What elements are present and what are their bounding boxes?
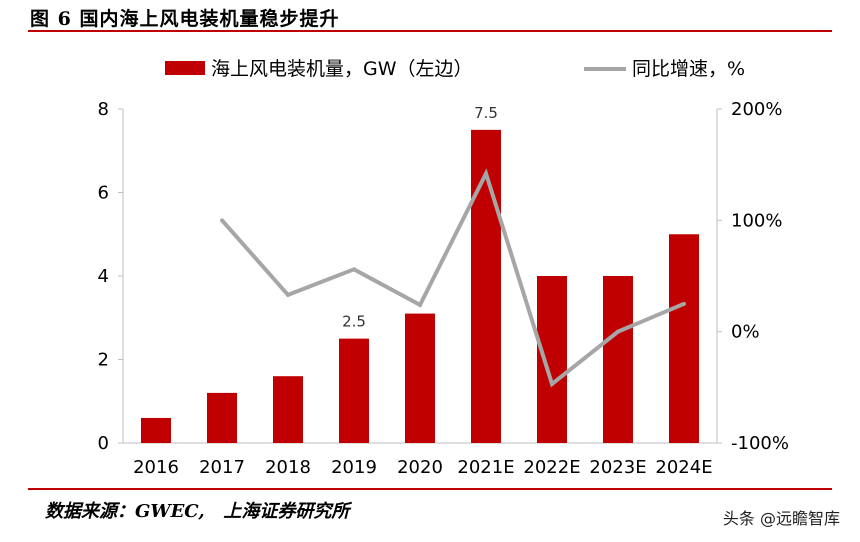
x-tick-label: 2019 (331, 457, 377, 478)
left-tick-label: 8 (98, 99, 109, 120)
x-tick-label: 2018 (265, 457, 311, 478)
line-point (220, 218, 224, 223)
bar (471, 129, 501, 443)
x-tick-label: 2021E (457, 457, 514, 478)
right-ticks: -100% 0% 100% 200% (717, 99, 789, 454)
legend-label-line: 同比增速，% (632, 58, 745, 80)
left-tick-label: 6 (98, 183, 109, 204)
right-tick-label: 0% (731, 322, 760, 343)
bar-data-label: 2.5 (342, 313, 366, 331)
bar (207, 392, 237, 443)
line-point (352, 267, 356, 272)
line-point (418, 302, 422, 307)
line-point (550, 381, 554, 386)
bar-data-label: 7.5 (474, 104, 498, 122)
growth-polyline (220, 168, 685, 388)
figure-title: 图 6 国内海上风电装机量稳步提升 (30, 8, 340, 30)
x-tick-label: 2017 (199, 457, 245, 478)
x-tick-label: 2022E (523, 457, 580, 478)
right-tick-label: -100% (731, 433, 789, 454)
x-tick-label: 2016 (133, 457, 179, 478)
left-tick-label: 4 (98, 266, 109, 287)
x-ticks: 2016 2017 2018 2019 2020 2021E 2022E 2023E 2024E (133, 457, 713, 478)
bottom-rule (28, 488, 832, 490)
right-tick-label: 100% (731, 210, 782, 231)
legend-swatch-bar (165, 61, 205, 75)
x-tick-label: 2023E (589, 457, 646, 478)
bar (141, 417, 171, 443)
line-point (286, 292, 290, 297)
left-tick-label: 2 (98, 350, 109, 371)
line-point (616, 329, 620, 334)
x-tick-label: 2020 (397, 457, 443, 478)
bar (603, 276, 633, 443)
top-rule (28, 30, 832, 32)
bar (339, 338, 369, 443)
line-point (484, 171, 488, 176)
bar (669, 234, 699, 443)
legend: 海上风电装机量，GW（左边） 同比增速，% (165, 58, 745, 80)
x-tick-label: 2024E (655, 457, 712, 478)
legend-label-bar: 海上风电装机量，GW（左边） (211, 58, 473, 80)
bars (141, 129, 699, 443)
bar (537, 276, 567, 443)
growth-line (220, 168, 686, 388)
watermark: 头条 @远瞻智库 (722, 509, 840, 528)
left-ticks: 0 2 4 6 8 (98, 99, 123, 454)
line-point (682, 301, 686, 306)
bar (273, 376, 303, 443)
left-tick-label: 0 (98, 433, 109, 454)
bar (405, 313, 435, 443)
data-labels: 2.5 7.5 (342, 104, 498, 331)
source-note: 数据来源：GWEC, 上海证券研究所 (45, 501, 350, 522)
right-tick-label: 200% (731, 99, 782, 120)
